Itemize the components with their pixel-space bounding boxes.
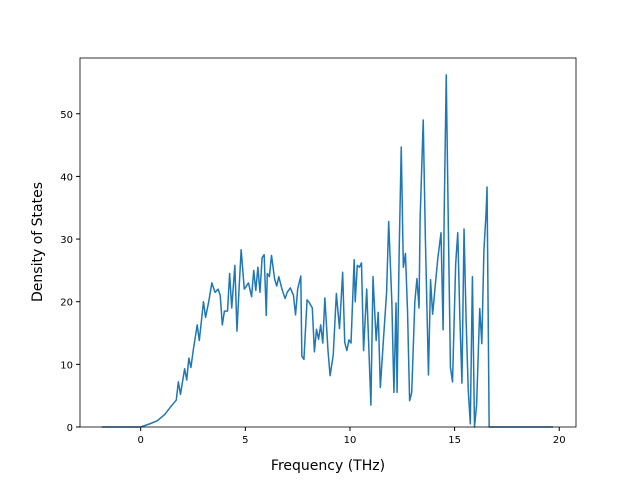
x-tick-label: 0 — [138, 435, 144, 446]
y-tick-label: 30 — [60, 235, 73, 246]
y-tick-label: 0 — [67, 423, 73, 434]
x-tick-label: 10 — [344, 435, 357, 446]
y-axis-title: Density of States — [30, 182, 46, 302]
x-tick-label: 5 — [242, 435, 248, 446]
y-tick-label: 20 — [60, 298, 73, 309]
line — [101, 74, 553, 428]
y-tick-label: 10 — [60, 360, 73, 371]
x-tick-label: 20 — [553, 435, 566, 446]
plot-frame — [79, 57, 577, 428]
y-tick-label: 50 — [60, 110, 73, 121]
x-axis-title: Frequency (THz) — [271, 458, 385, 474]
y-tick-label: 40 — [60, 172, 73, 183]
x-tick-label: 15 — [448, 435, 461, 446]
